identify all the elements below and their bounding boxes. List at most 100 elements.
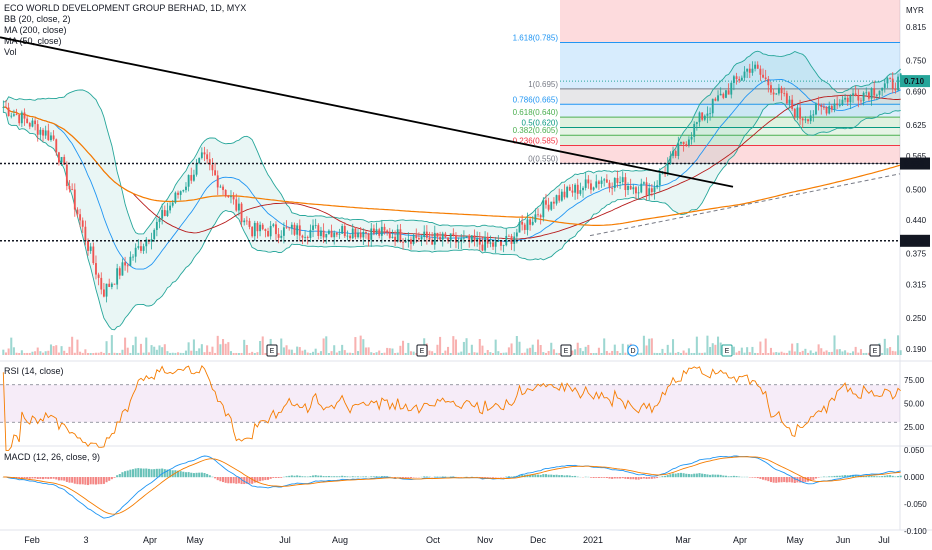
earnings-marker-icon [266, 344, 278, 357]
macd-histogram-bar [394, 477, 397, 478]
volume-bar [799, 352, 802, 355]
volume-bar [719, 342, 722, 355]
macd-histogram-bar [539, 474, 542, 478]
volume-bar [648, 338, 651, 355]
macd-histogram-bar [698, 473, 701, 478]
candle-body [587, 179, 590, 184]
volume-bar [571, 350, 574, 355]
macd-histogram-bar [137, 468, 140, 478]
volume-bar [155, 349, 158, 355]
candle-body [296, 225, 299, 235]
rsi-title[interactable]: RSI (14, close) [4, 366, 64, 376]
price-badge [900, 75, 930, 88]
fib-level-label: 1(0.695) [528, 80, 558, 89]
volume-bar [224, 343, 227, 355]
candle-body [325, 233, 328, 238]
candle-body [140, 246, 142, 251]
macd-histogram-bar [624, 477, 627, 479]
candle-body [18, 114, 21, 124]
legend-vol[interactable]: Vol [4, 47, 17, 57]
candle-body [881, 87, 884, 91]
macd-histogram-bar [510, 476, 513, 478]
macd-histogram-bar [769, 477, 772, 483]
candle-body [738, 78, 741, 81]
macd-histogram-bar [277, 477, 280, 479]
macd-histogram-bar [576, 476, 579, 478]
candle-body [478, 238, 481, 245]
volume-bar [468, 352, 471, 355]
volume-bar [812, 352, 815, 355]
volume-bar [762, 352, 765, 355]
macd-histogram-bar [145, 468, 148, 478]
volume-bar [854, 346, 857, 355]
candle-body [97, 274, 100, 278]
macd-histogram-bar [616, 477, 619, 479]
volume-bar [579, 348, 582, 355]
volume-bar [817, 344, 820, 355]
macd-histogram-bar [52, 477, 55, 479]
volume-bar [830, 351, 833, 355]
legend-bb[interactable]: BB (20, close, 2) [4, 14, 71, 24]
volume-bar [576, 342, 579, 355]
volume-bar [232, 352, 235, 355]
macd-histogram-bar [208, 475, 211, 478]
macd-histogram-bar [724, 475, 727, 478]
volume-bar [454, 339, 457, 355]
volume-bar [899, 350, 902, 355]
volume-bar [844, 350, 847, 355]
candle-body [12, 114, 15, 116]
macd-histogram-bar [184, 472, 187, 478]
legend-ma200[interactable]: MA (200, close) [4, 25, 67, 35]
volume-bar [113, 352, 116, 355]
macd-histogram-bar [322, 476, 325, 478]
volume-bar [26, 352, 29, 355]
candle-body [568, 186, 571, 191]
legend-ma50[interactable]: MA (50, close) [4, 36, 62, 46]
macd-histogram-bar [751, 477, 754, 478]
macd-title[interactable]: MACD (12, 26, close, 9) [4, 452, 101, 462]
macd-histogram-bar [780, 477, 783, 483]
macd-histogram-bar [84, 477, 87, 485]
candle-body [621, 177, 624, 182]
volume-bar [280, 338, 283, 355]
rsi-tick-label: 25.00 [904, 423, 925, 432]
volume-bar [502, 352, 505, 355]
candle-body [727, 90, 730, 95]
candle-body [852, 93, 854, 96]
macd-histogram-bar [894, 476, 897, 478]
candle-body [187, 175, 190, 187]
macd-histogram-bar [92, 477, 95, 485]
candle-body [330, 230, 333, 238]
volume-bar [126, 347, 129, 355]
candle-body [830, 106, 833, 110]
fib-zone [560, 127, 900, 136]
candle-body [322, 230, 325, 238]
volume-bar [20, 350, 23, 355]
macd-histogram-bar [634, 477, 637, 480]
volume-bar [852, 351, 855, 355]
volume-bar [476, 352, 479, 355]
volume-bar [110, 335, 113, 355]
candle-body [732, 76, 735, 83]
candle-body [576, 184, 579, 194]
volume-bar [521, 352, 524, 355]
macd-histogram-bar [889, 475, 892, 478]
volume-bar [791, 343, 794, 355]
candle-body [169, 205, 172, 211]
bollinger-lower [3, 102, 901, 331]
volume-bar [92, 353, 95, 355]
volume-bar [134, 336, 137, 355]
candle-body [820, 105, 823, 108]
candle-body [116, 268, 119, 285]
candle-body [95, 263, 97, 275]
macd-histogram-bar [478, 477, 481, 478]
macd-histogram-bar [383, 476, 386, 478]
macd-histogram-bar [79, 477, 82, 485]
candle-body [680, 141, 682, 144]
candle-body [304, 236, 307, 238]
candle-body [105, 283, 108, 297]
macd-histogram-bar [36, 477, 39, 480]
volume-bar [447, 346, 450, 355]
macd-histogram-bar [759, 477, 762, 479]
